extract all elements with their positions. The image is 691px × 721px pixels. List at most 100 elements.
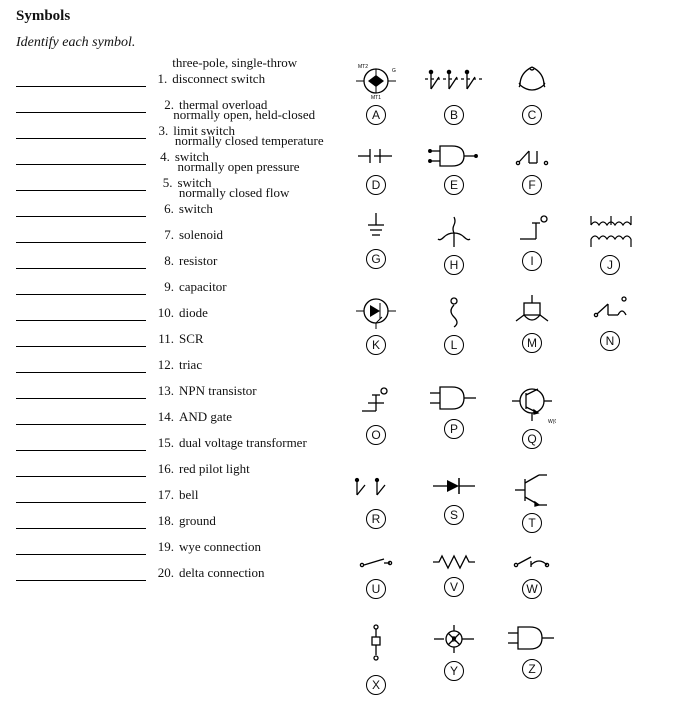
item-description: delta connection: [179, 565, 265, 581]
item-description: triac: [179, 357, 202, 373]
answer-blank[interactable]: [16, 201, 146, 217]
symbol-letter: Z: [522, 659, 542, 679]
list-row: 15.dual voltage transformer: [16, 425, 326, 451]
svg-text:R: R: [452, 637, 456, 643]
symbol-letter: A: [366, 105, 386, 125]
symbol-icon: MT2GMT1: [342, 61, 410, 101]
symbol-grid: MT2GMT1ABCDEFGHIJKLMNOPW(C)QRSTUVWXRYZ: [342, 61, 675, 721]
answer-blank[interactable]: [16, 383, 146, 399]
symbol-icon: [498, 211, 566, 247]
item-number: 4.: [152, 149, 170, 165]
item-number: 10.: [152, 305, 174, 321]
symbol-icon: [342, 621, 410, 671]
answer-blank[interactable]: [16, 331, 146, 347]
answer-blank[interactable]: [16, 253, 146, 269]
item-description: SCR: [179, 331, 204, 347]
list-row: 17.bell: [16, 477, 326, 503]
symbol-cell-b: B: [420, 61, 488, 125]
worksheet-page: Symbols Identify each symbol. 1.three-po…: [0, 0, 691, 705]
item-number: 3.: [152, 123, 168, 139]
symbol-icon: [342, 381, 410, 421]
symbol-cell-t: T: [498, 471, 566, 533]
item-number: 15.: [152, 435, 174, 451]
item-description: wye connection: [179, 539, 261, 555]
item-number: 7.: [152, 227, 174, 243]
list-row: 7.solenoid: [16, 217, 326, 243]
answer-blank[interactable]: [16, 487, 146, 503]
symbol-letter: E: [444, 175, 464, 195]
item-number: 5.: [152, 175, 173, 191]
section-title: Symbols: [16, 8, 675, 25]
answer-blank[interactable]: [16, 565, 146, 581]
symbol-letter: W: [522, 579, 542, 599]
item-number: 6.: [152, 201, 174, 217]
answer-blank[interactable]: [16, 227, 146, 243]
symbol-cell-w: W: [498, 551, 566, 599]
list-row: 20.delta connection: [16, 555, 326, 581]
answer-blank[interactable]: [16, 71, 146, 87]
symbol-cell-i: I: [498, 211, 566, 271]
answer-blank[interactable]: [16, 513, 146, 529]
instruction-text: Identify each symbol.: [16, 35, 675, 51]
symbol-cell-y: RY: [420, 621, 488, 681]
item-description: NPN transistor: [179, 383, 257, 399]
symbol-cell-r: R: [342, 471, 410, 529]
symbol-letter: R: [366, 509, 386, 529]
list-row: 14.AND gate: [16, 399, 326, 425]
symbol-icon: [420, 471, 488, 501]
symbol-cell-q: W(C)Q: [498, 381, 566, 449]
symbol-cell-g: G: [342, 211, 410, 269]
list-row: 13.NPN transistor: [16, 373, 326, 399]
answer-blank[interactable]: [16, 461, 146, 477]
symbol-icon: R: [420, 621, 488, 657]
list-row: 12.triac: [16, 347, 326, 373]
answer-blank[interactable]: [16, 357, 146, 373]
item-description: AND gate: [179, 409, 232, 425]
symbol-cell-j: J: [576, 211, 644, 275]
symbol-cell-n: N: [576, 291, 644, 351]
symbol-letter: O: [366, 425, 386, 445]
symbol-letter: L: [444, 335, 464, 355]
item-number: 17.: [152, 487, 174, 503]
symbol-letter: P: [444, 419, 464, 439]
symbol-icon: [498, 471, 566, 509]
symbol-letter: Q: [522, 429, 542, 449]
symbol-letter: H: [444, 255, 464, 275]
symbol-letter: N: [600, 331, 620, 351]
symbol-icon: [576, 211, 644, 251]
answer-blank[interactable]: [16, 97, 146, 113]
symbol-cell-u: U: [342, 551, 410, 599]
symbol-icon: [576, 291, 644, 327]
list-row: 8.resistor: [16, 243, 326, 269]
item-description: red pilot light: [179, 461, 250, 477]
symbol-cell-c: C: [498, 61, 566, 125]
answer-blank[interactable]: [16, 305, 146, 321]
item-number: 1.: [152, 71, 167, 87]
symbol-cell-v: V: [420, 551, 488, 597]
svg-text:MT1: MT1: [371, 95, 381, 101]
symbol-cell-o: O: [342, 381, 410, 445]
answer-blank[interactable]: [16, 409, 146, 425]
symbol-letter: B: [444, 105, 464, 125]
answer-blank[interactable]: [16, 123, 146, 139]
symbol-cell-f: F: [498, 141, 566, 195]
symbol-cell-a: MT2GMT1 A: [342, 61, 410, 125]
answer-blank[interactable]: [16, 539, 146, 555]
symbol-icon: [420, 61, 488, 101]
symbol-cell-l: L: [420, 291, 488, 355]
symbol-letter: V: [444, 577, 464, 597]
list-row: 10.diode: [16, 295, 326, 321]
content-columns: 1.three-pole, single-throw disconnect sw…: [16, 61, 675, 721]
numbered-list-column: 1.three-pole, single-throw disconnect sw…: [16, 61, 326, 581]
list-row: 11.SCR: [16, 321, 326, 347]
symbol-icon: [498, 141, 566, 171]
symbol-icon: [342, 291, 410, 331]
symbol-cell-e: E: [420, 141, 488, 195]
answer-blank[interactable]: [16, 435, 146, 451]
answer-blank[interactable]: [16, 279, 146, 295]
answer-blank[interactable]: [16, 175, 146, 191]
symbol-cell-d: D: [342, 141, 410, 195]
symbol-cell-h: H: [420, 211, 488, 275]
answer-blank[interactable]: [16, 149, 146, 165]
symbol-icon: [342, 471, 410, 505]
